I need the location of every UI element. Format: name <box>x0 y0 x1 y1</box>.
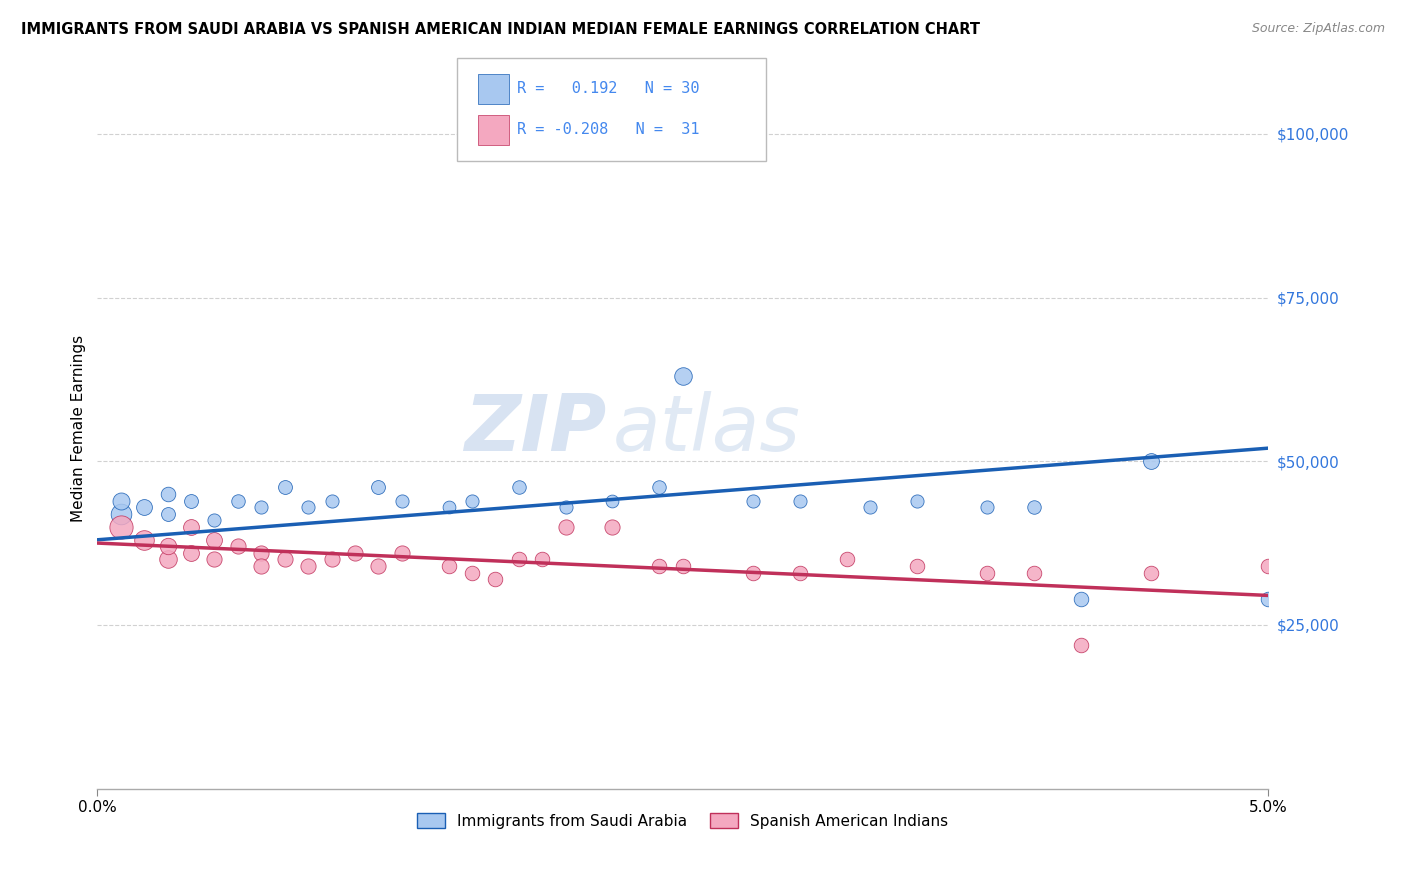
Point <box>134 533 156 547</box>
Text: R =   0.192   N = 30: R = 0.192 N = 30 <box>517 81 700 96</box>
Point <box>250 500 273 514</box>
Point <box>554 519 576 533</box>
Point <box>531 552 554 566</box>
Point <box>1140 566 1163 580</box>
Point <box>226 539 249 553</box>
Text: Source: ZipAtlas.com: Source: ZipAtlas.com <box>1251 22 1385 36</box>
Text: ZIP: ZIP <box>464 391 606 467</box>
Point <box>180 546 202 560</box>
Point <box>343 546 366 560</box>
Point <box>273 552 295 566</box>
Point <box>134 500 156 514</box>
Point <box>297 500 319 514</box>
Point <box>1070 638 1092 652</box>
Point <box>1257 591 1279 606</box>
Point <box>484 572 506 586</box>
Point <box>789 566 811 580</box>
Point <box>204 513 226 527</box>
Point <box>1257 559 1279 574</box>
Legend: Immigrants from Saudi Arabia, Spanish American Indians: Immigrants from Saudi Arabia, Spanish Am… <box>412 806 955 835</box>
Point <box>859 500 882 514</box>
Point <box>367 559 389 574</box>
Point <box>976 566 998 580</box>
Point <box>204 552 226 566</box>
Point <box>204 533 226 547</box>
Point <box>602 493 624 508</box>
Point <box>554 500 576 514</box>
Point <box>648 559 671 574</box>
Point <box>672 369 695 384</box>
Point <box>672 559 695 574</box>
Point <box>110 519 132 533</box>
Point <box>508 480 530 494</box>
Point <box>461 493 484 508</box>
Point <box>391 493 413 508</box>
Point <box>1022 500 1045 514</box>
Point <box>1022 566 1045 580</box>
Point <box>461 566 484 580</box>
Point <box>905 559 928 574</box>
Point <box>180 519 202 533</box>
Point <box>1070 591 1092 606</box>
Text: IMMIGRANTS FROM SAUDI ARABIA VS SPANISH AMERICAN INDIAN MEDIAN FEMALE EARNINGS C: IMMIGRANTS FROM SAUDI ARABIA VS SPANISH … <box>21 22 980 37</box>
Point <box>321 493 343 508</box>
Point <box>110 493 132 508</box>
Point <box>273 480 295 494</box>
Text: R = -0.208   N =  31: R = -0.208 N = 31 <box>517 122 700 137</box>
Point <box>297 559 319 574</box>
Point <box>437 559 460 574</box>
Point <box>156 552 179 566</box>
Point <box>437 500 460 514</box>
Point <box>789 493 811 508</box>
Point <box>742 566 765 580</box>
Point <box>250 546 273 560</box>
Point <box>905 493 928 508</box>
Point <box>156 539 179 553</box>
Y-axis label: Median Female Earnings: Median Female Earnings <box>72 335 86 522</box>
Point <box>367 480 389 494</box>
Point <box>742 493 765 508</box>
Point <box>1374 566 1396 580</box>
Point <box>976 500 998 514</box>
Point <box>110 507 132 521</box>
Text: atlas: atlas <box>613 391 800 467</box>
Point <box>250 559 273 574</box>
Point <box>226 493 249 508</box>
Point <box>1140 454 1163 468</box>
Point <box>602 519 624 533</box>
Point <box>1374 605 1396 619</box>
Point <box>180 493 202 508</box>
Point <box>648 480 671 494</box>
Point <box>508 552 530 566</box>
Point <box>156 487 179 501</box>
Point <box>391 546 413 560</box>
Point <box>321 552 343 566</box>
Point <box>156 507 179 521</box>
Point <box>835 552 858 566</box>
